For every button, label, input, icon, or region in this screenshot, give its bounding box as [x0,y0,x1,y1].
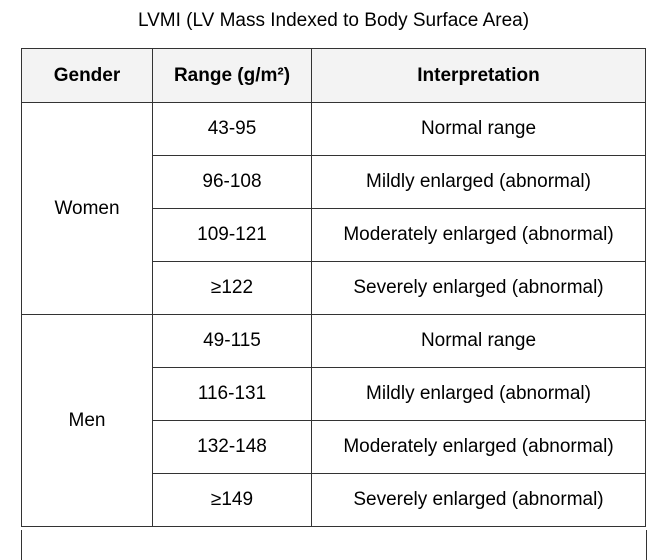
range-cell: 96-108 [152,155,312,209]
interpretation-cell: Normal range [311,314,646,368]
interpretation-cell: Moderately enlarged (abnormal) [311,420,646,474]
range-cell: 116-131 [152,367,312,421]
gender-cell-women: Women [21,102,153,315]
interpretation-cell: Mildly enlarged (abnormal) [311,155,646,209]
range-cell: ≥149 [152,473,312,527]
header-interpretation: Interpretation [311,48,646,103]
header-range: Range (g/m²) [152,48,312,103]
table-row: Men 49-115 Normal range [21,314,646,527]
table-row: ≥122 Severely enlarged (abnormal) [22,261,646,315]
page-title: LVMI (LV Mass Indexed to Body Surface Ar… [137,10,530,31]
table-continuation [21,530,647,560]
gender-cell-men: Men [21,314,153,527]
range-cell: ≥122 [152,261,312,315]
table-row: ≥149 Severely enlarged (abnormal) [22,473,646,527]
lvmi-table: Gender Range (g/m²) Interpretation Women… [21,48,646,527]
interpretation-cell: Mildly enlarged (abnormal) [311,367,646,421]
interpretation-cell: Severely enlarged (abnormal) [311,261,646,315]
range-cell: 43-95 [152,102,312,156]
table-row: 96-108 Mildly enlarged (abnormal) [22,155,646,209]
table-row: 109-121 Moderately enlarged (abnormal) [22,208,646,262]
interpretation-cell: Normal range [311,102,646,156]
range-cell: 132-148 [152,420,312,474]
header-gender: Gender [21,48,153,103]
table-header-row: Gender Range (g/m²) Interpretation [21,48,646,103]
table-row: Women 43-95 Normal range [21,102,646,315]
range-cell: 109-121 [152,208,312,262]
interpretation-cell: Severely enlarged (abnormal) [311,473,646,527]
table-row: 132-148 Moderately enlarged (abnormal) [22,420,646,474]
table-row: 116-131 Mildly enlarged (abnormal) [22,367,646,421]
range-cell: 49-115 [152,314,312,368]
interpretation-cell: Moderately enlarged (abnormal) [311,208,646,262]
